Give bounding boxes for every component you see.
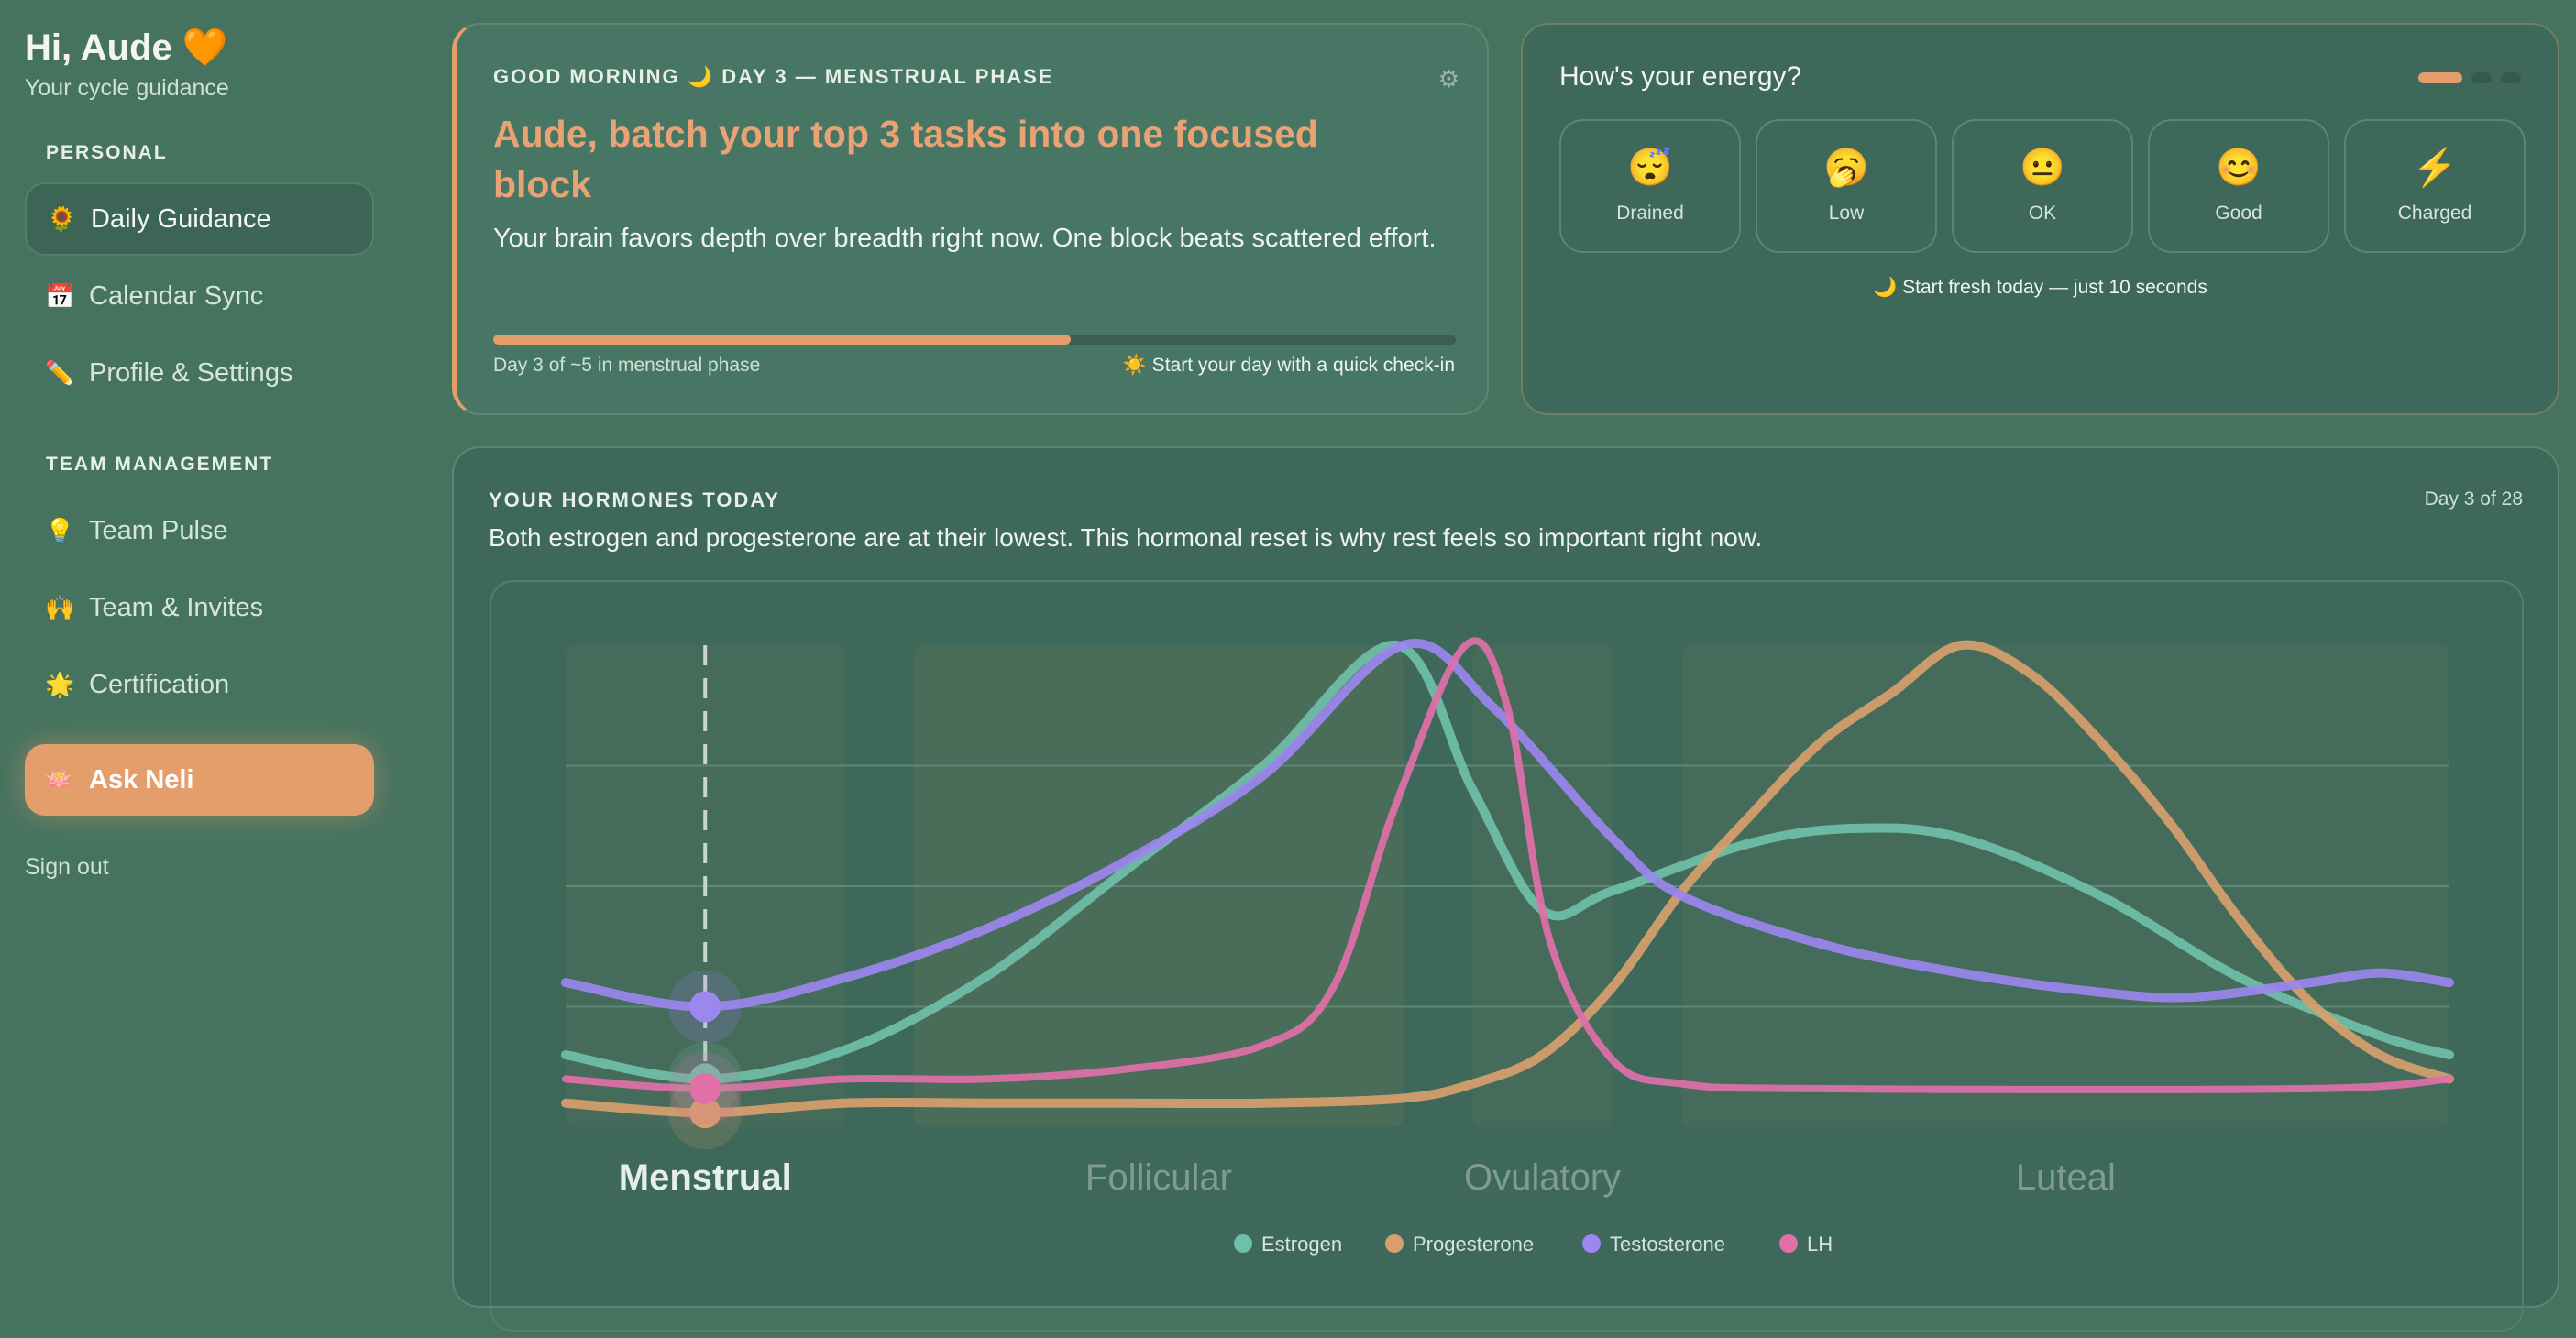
- sidebar-item-daily-guidance[interactable]: 🌻 Daily Guidance: [25, 182, 374, 256]
- sidebar-item-label: Profile & Settings: [89, 357, 293, 388]
- calendar-icon: 📅: [45, 281, 75, 310]
- cycle-day-label: Day 3 of 28: [2424, 488, 2523, 510]
- phase-label-follicular: Follicular: [1085, 1157, 1232, 1198]
- lotus-icon: 🪷: [45, 767, 72, 793]
- lightbulb-icon: 💡: [45, 516, 75, 544]
- guidance-body: Your brain favors depth over breadth rig…: [493, 224, 1437, 253]
- phase-label-ovulatory: Ovulatory: [1464, 1157, 1621, 1198]
- step-dot: [2501, 72, 2521, 83]
- low-emoji-icon: 🥱: [1823, 148, 1869, 188]
- hormones-title: YOUR HORMONES TODAY: [489, 488, 780, 511]
- phase-progress-fill: [493, 334, 1071, 345]
- greeting-subtitle: Your cycle guidance: [25, 75, 229, 101]
- sidebar-item-label: Daily Guidance: [91, 203, 271, 234]
- hormones-card: YOUR HORMONES TODAY Day 3 of 28 Both est…: [452, 446, 2559, 1332]
- gear-icon[interactable]: ⚙: [1437, 65, 1459, 93]
- phase-progress-label: Day 3 of ~5 in menstrual phase: [493, 355, 761, 376]
- sidebar-item-label: Team Pulse: [89, 515, 228, 545]
- legend-label: Testosterone: [1610, 1233, 1725, 1256]
- star-icon: 🌟: [45, 670, 75, 698]
- legend-label: Estrogen: [1261, 1233, 1342, 1256]
- sidebar-item-team-invites[interactable]: 🙌 Team & Invites: [25, 571, 374, 644]
- energy-footer: 🌙 Start fresh today — just 10 seconds: [1873, 277, 2207, 298]
- sign-out-link[interactable]: Sign out: [25, 854, 109, 880]
- raised-hands-icon: 🙌: [45, 593, 75, 621]
- energy-card: How's your energy? 😴 Drained 🥱 Low 😐 OK 😊 Good ⚡…: [1521, 23, 2559, 415]
- current-point-testosterone: [689, 991, 721, 1023]
- hormones-description: Both estrogen and progesterone are at th…: [489, 523, 1763, 552]
- sidebar-item-label: Certification: [89, 669, 230, 699]
- sidebar-item-calendar-sync[interactable]: 📅 Calendar Sync: [25, 259, 374, 333]
- hormone-chart: Menstrual Follicular Ovulatory Luteal Estrog…: [490, 580, 2524, 1332]
- good-emoji-icon: 😊: [2216, 148, 2262, 188]
- sidebar-item-team-pulse[interactable]: 💡 Team Pulse: [25, 494, 374, 567]
- series-line-estrogen: [561, 640, 2454, 1084]
- ask-neli-button[interactable]: 🪷 Ask Neli: [25, 744, 374, 816]
- energy-option-low[interactable]: 🥱 Low: [1756, 119, 1937, 253]
- pencil-icon: ✏️: [45, 358, 75, 387]
- energy-option-label: Drained: [1616, 203, 1684, 224]
- energy-option-charged[interactable]: ⚡ Charged: [2344, 119, 2526, 253]
- legend-swatch: [1234, 1234, 1252, 1253]
- phase-progress-bar: [493, 334, 1456, 345]
- step-dot: [2471, 72, 2492, 83]
- energy-option-good[interactable]: 😊 Good: [2148, 119, 2329, 253]
- current-point-progesterone: [689, 1097, 721, 1129]
- guidance-headline: Aude, batch your top 3 tasks into one fo…: [493, 113, 1318, 205]
- energy-option-label: Low: [1828, 203, 1865, 224]
- daily-guidance-card: GOOD MORNING 🌙 DAY 3 — MENSTRUAL PHASE ⚙…: [452, 23, 1489, 415]
- guidance-eyebrow: GOOD MORNING 🌙 DAY 3 — MENSTRUAL PHASE: [493, 65, 1054, 88]
- greeting: Hi, Aude 🧡: [25, 27, 228, 68]
- legend-label: LH: [1807, 1233, 1833, 1256]
- energy-option-label: Good: [2215, 203, 2262, 224]
- section-label: PERSONAL: [46, 142, 168, 163]
- section-label: TEAM MANAGEMENT: [46, 454, 274, 475]
- phase-label-menstrual: Menstrual: [619, 1157, 792, 1198]
- sidebar-item-certification[interactable]: 🌟 Certification: [25, 648, 374, 721]
- energy-option-ok[interactable]: 😐 OK: [1952, 119, 2133, 253]
- sidebar-item-label: Team & Invites: [89, 592, 264, 622]
- sidebar-item-label: Calendar Sync: [89, 280, 264, 311]
- energy-option-label: OK: [2028, 203, 2057, 224]
- step-indicator: [2418, 72, 2521, 83]
- energy-option-drained[interactable]: 😴 Drained: [1559, 119, 1741, 253]
- checkin-link[interactable]: ☀️ Start your day with a quick check-in: [1122, 355, 1455, 376]
- series-line-testosterone: [561, 639, 2454, 1012]
- legend-label: Progesterone: [1413, 1233, 1534, 1256]
- legend-swatch: [1582, 1234, 1601, 1253]
- sidebar-item-profile-settings[interactable]: ✏️ Profile & Settings: [25, 336, 374, 410]
- charged-emoji-icon: ⚡: [2412, 148, 2458, 188]
- sunflower-icon: 🌻: [47, 204, 77, 233]
- ok-emoji-icon: 😐: [2020, 148, 2065, 188]
- series-line-lh: [562, 637, 2453, 1093]
- drained-emoji-icon: 😴: [1627, 148, 1673, 188]
- current-point-lh: [689, 1072, 721, 1104]
- legend-swatch: [1385, 1234, 1404, 1253]
- energy-title: How's your energy?: [1559, 61, 1802, 92]
- energy-option-label: Charged: [2397, 203, 2472, 224]
- step-dot: [2418, 72, 2462, 83]
- hormone-chart-svg: Menstrual Follicular Ovulatory Luteal Estrog…: [561, 637, 2454, 1256]
- phase-label-luteal: Luteal: [2016, 1157, 2116, 1198]
- ask-neli-label: Ask Neli: [89, 764, 194, 795]
- legend-swatch: [1779, 1234, 1798, 1253]
